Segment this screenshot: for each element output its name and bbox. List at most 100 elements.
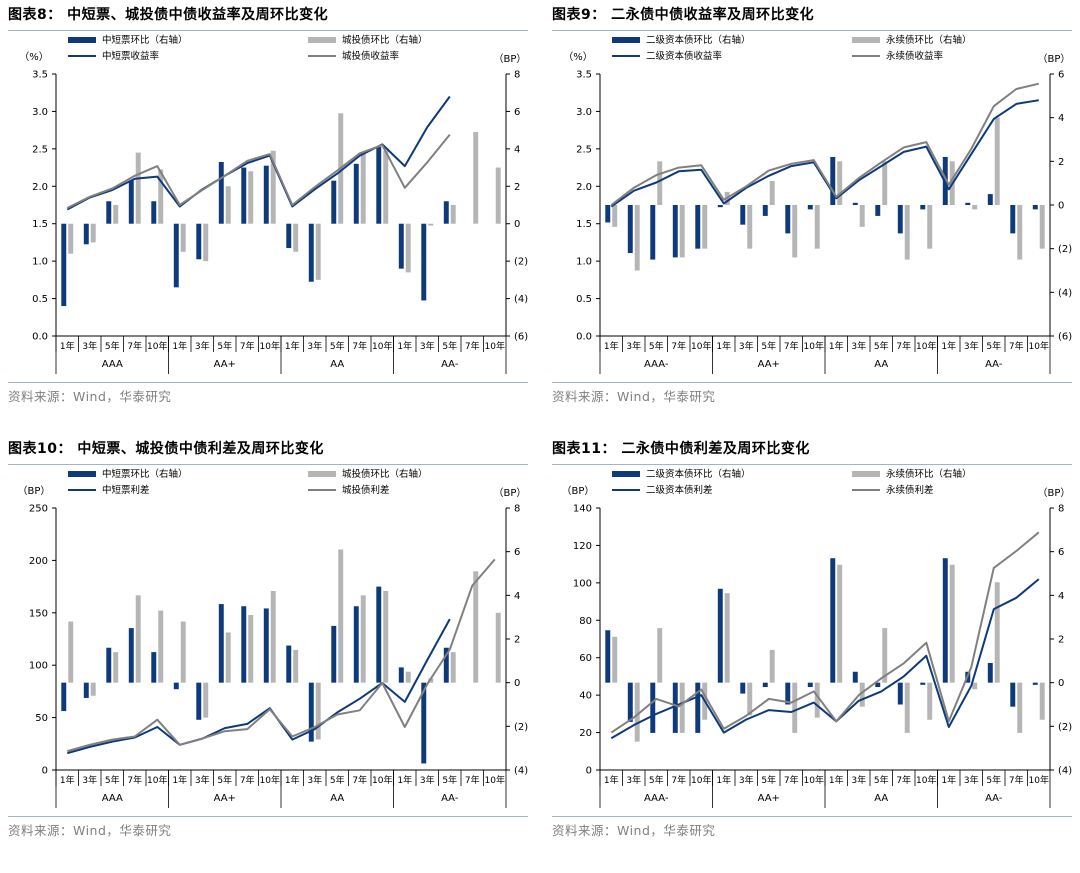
legend-label: 城投债环比（右轴）	[342, 34, 428, 46]
bar	[180, 223, 186, 252]
panel-spread-tier2-perp: 图表11： 二永债中债利差及周环比变化 0 20 40 60 80 100 120 140 (4…	[552, 434, 1072, 844]
left-unit-label: （BP）	[562, 485, 595, 497]
bar	[158, 169, 164, 224]
bar	[769, 649, 775, 683]
x-tick-label: 5年	[217, 774, 232, 786]
group-label: AA-	[441, 793, 459, 804]
series-line	[66, 133, 451, 209]
right-unit-label: （BP）	[494, 53, 527, 65]
x-tick-label: 5年	[442, 340, 457, 352]
bar	[128, 180, 134, 224]
legend-swatch	[612, 37, 640, 43]
bar	[225, 632, 231, 683]
right-tick-label: 2	[1058, 635, 1064, 646]
x-tick-label: 1年	[397, 340, 412, 352]
bar	[994, 582, 1000, 683]
x-tick-label: 10年	[804, 340, 824, 352]
bar	[135, 152, 141, 224]
x-tick-label: 10年	[260, 774, 280, 786]
left-tick-label: 20	[579, 728, 592, 739]
right-tick-label: 0	[1058, 201, 1064, 212]
bar	[740, 205, 746, 225]
x-tick-label: 1年	[172, 340, 187, 352]
bar	[90, 682, 96, 696]
group-label: AAA-	[644, 793, 669, 804]
bar	[972, 205, 978, 210]
bar	[196, 223, 202, 260]
bar	[495, 167, 501, 224]
x-tick-label: 10年	[916, 340, 936, 352]
bar	[837, 161, 843, 205]
bar	[942, 558, 948, 683]
x-tick-label: 3年	[307, 774, 322, 786]
right-tick-label: 8	[514, 504, 520, 515]
x-tick-label: 3年	[851, 774, 866, 786]
x-tick-label: 7年	[1009, 340, 1024, 352]
bar	[994, 117, 1000, 205]
bar	[830, 558, 836, 683]
bar	[180, 621, 186, 683]
bar	[173, 682, 179, 690]
right-tick-label: (2)	[1058, 722, 1072, 733]
bar	[785, 205, 791, 234]
x-tick-label: 3年	[739, 340, 754, 352]
bar	[421, 682, 427, 764]
series-line	[610, 531, 1040, 734]
bar	[263, 165, 269, 224]
bar	[897, 682, 903, 705]
bar	[383, 150, 389, 224]
bar	[717, 205, 723, 208]
x-tick-label: 3年	[82, 774, 97, 786]
legend-label: 城投债利差	[342, 484, 390, 496]
left-tick-label: 100	[29, 661, 48, 672]
legend-label: 永续债利差	[886, 484, 934, 496]
x-tick-label: 3年	[626, 774, 641, 786]
bar	[203, 223, 209, 262]
x-tick-label: 7年	[896, 340, 911, 352]
x-tick-label: 5年	[986, 774, 1001, 786]
x-tick-label: 3年	[420, 340, 435, 352]
x-tick-label: 7年	[352, 340, 367, 352]
bar	[308, 223, 314, 282]
right-tick-label: 4	[514, 144, 520, 155]
series-line	[610, 82, 1040, 206]
legend-swatch	[852, 37, 880, 43]
bar	[383, 590, 389, 683]
x-tick-label: 5年	[986, 340, 1001, 352]
legend-swatch	[852, 471, 880, 477]
x-tick-label: 3年	[420, 774, 435, 786]
right-tick-label: 6	[514, 547, 520, 558]
x-tick-label: 1年	[285, 340, 300, 352]
x-tick-label: 1年	[941, 340, 956, 352]
bar	[203, 682, 209, 718]
bar	[331, 625, 337, 683]
left-unit-label: （BP）	[18, 485, 51, 497]
bar	[293, 649, 299, 683]
bar	[679, 205, 685, 258]
x-tick-label: 3年	[964, 774, 979, 786]
bar	[972, 682, 978, 690]
bar	[61, 223, 67, 307]
chart-source: 资料来源：Wind，华泰研究	[8, 816, 528, 838]
x-tick-label: 5年	[330, 774, 345, 786]
bar	[225, 186, 231, 224]
bar	[263, 608, 269, 683]
legend-label: 中短票环比（右轴）	[102, 468, 188, 480]
x-tick-label: 3年	[851, 340, 866, 352]
bar	[421, 223, 427, 301]
legend-label: 永续债收益率	[886, 50, 944, 62]
x-tick-label: 1年	[397, 774, 412, 786]
bar	[308, 682, 314, 742]
right-tick-label: 8	[514, 70, 520, 81]
bar	[627, 682, 633, 722]
x-tick-label: 1年	[172, 774, 187, 786]
bar	[672, 682, 678, 733]
left-tick-label: 2.0	[576, 182, 592, 193]
legend-swatch	[68, 471, 96, 477]
right-unit-label: （BP）	[494, 487, 527, 499]
x-tick-label: 7年	[240, 340, 255, 352]
bar	[315, 682, 321, 740]
bar	[807, 682, 813, 688]
left-tick-label: 2.0	[32, 182, 48, 193]
bar	[360, 595, 366, 683]
